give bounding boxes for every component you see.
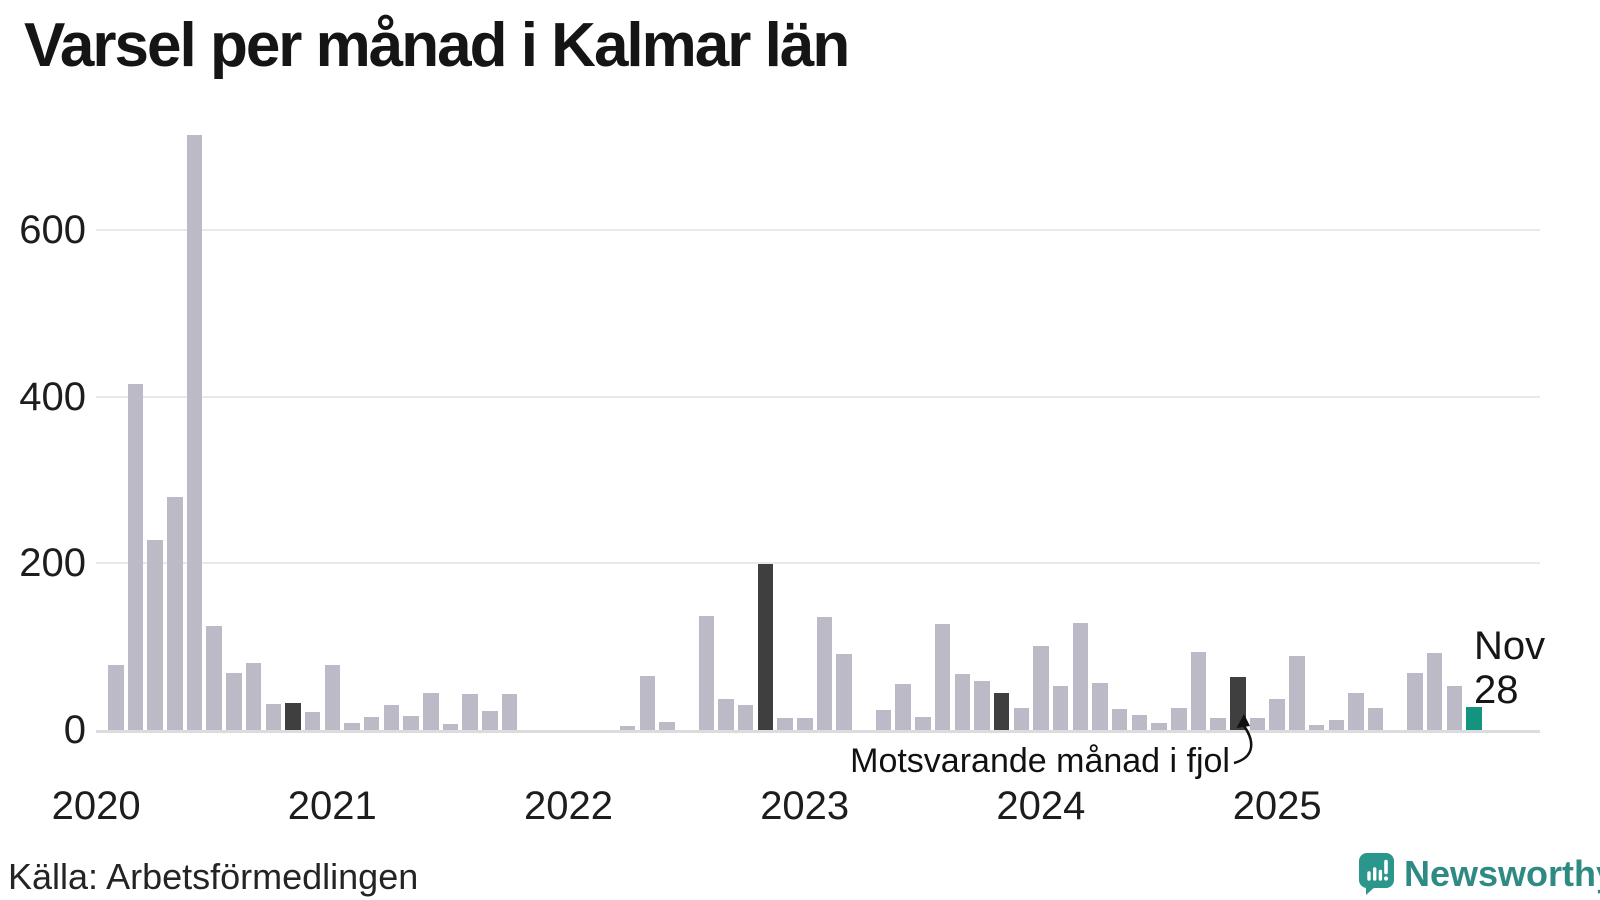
bar-2021-09 [482,710,498,730]
x-tick-label-2024: 2024 [996,784,1086,828]
bar-2024-07 [1151,722,1167,730]
bar-2023-12 [1013,708,1029,730]
bar-2024-10 [1210,717,1226,730]
highlight-value: 28 [1474,668,1519,712]
bar-2024-09 [1190,651,1207,730]
bar-2021-10 [501,694,518,730]
highlight-value-label: Nov 28 [1474,624,1545,712]
bar-2020-08 [226,672,242,730]
x-tick-label-2023: 2023 [760,784,850,828]
bar-2020-10 [265,704,281,730]
gridline-400 [96,395,1540,398]
bar-2021-04 [383,705,400,730]
bar-2020-06 [186,134,203,730]
bar-2023-08 [934,624,951,730]
bar-2025-10 [1446,685,1463,730]
source-caption: Källa: Arbetsförmedlingen [8,856,419,897]
newsworthy-logo: Newsworthy [1358,852,1600,896]
bar-2020-07 [206,625,222,730]
x-tick-label-2020: 2020 [51,784,141,828]
bar-2021-02 [344,723,360,730]
bar-2022-12 [777,717,793,730]
bar-2022-11 [757,563,774,731]
bar-2024-11 [1230,676,1246,730]
x-tick-label-2022: 2022 [524,784,613,828]
bar-2025-05 [1348,692,1364,730]
bar-2023-06 [895,684,911,730]
bar-2021-06 [423,693,439,730]
gridline-200 [96,562,1540,565]
bar-2021-03 [363,716,380,730]
bar-2023-03 [836,654,852,730]
bar-2021-08 [462,694,478,730]
bar-2022-04 [619,725,636,730]
bar-2022-09 [718,699,734,730]
gridline-0 [96,730,1540,733]
bar-2024-05 [1111,709,1128,730]
bar-2022-08 [698,615,714,730]
bar-2025-09 [1426,652,1443,730]
bar-2024-06 [1131,715,1148,730]
bar-2024-02 [1052,685,1069,730]
bar-2022-06 [659,721,675,730]
bar-2022-10 [737,705,754,730]
bar-2020-12 [304,711,321,730]
bar-2023-02 [816,616,833,730]
y-tick-label-0: 0 [63,708,86,752]
x-tick-label-2025: 2025 [1232,784,1322,828]
bar-2024-01 [1033,645,1049,730]
bar-2025-01 [1269,699,1285,730]
bar-2023-09 [954,674,970,730]
bar-2023-10 [974,680,990,730]
bar-2025-11 [1466,706,1482,730]
bar-2023-11 [993,692,1010,730]
bar-2024-12 [1249,717,1266,730]
bar-2021-07 [442,724,459,730]
bar-2020-03 [127,384,144,730]
bar-2024-08 [1171,708,1187,730]
bar-2020-04 [147,540,163,730]
bar-2024-03 [1072,623,1089,730]
bar-2023-07 [915,716,931,730]
newsworthy-speech-bubble-icon [1359,853,1394,895]
bar-2023-01 [797,717,813,730]
bar-2025-03 [1308,725,1325,730]
bar-2020-05 [167,496,183,730]
bar-2020-02 [108,665,124,730]
bar-2023-05 [875,710,892,730]
bar-2025-04 [1328,720,1344,730]
y-tick-label-200: 200 [19,541,86,586]
bar-2024-04 [1092,682,1108,730]
newsworthy-wordmark: Newsworthy [1404,853,1600,894]
bar-2025-02 [1289,655,1305,730]
bar-2020-09 [245,663,262,730]
bar-2022-05 [639,675,655,730]
bar-2025-08 [1407,672,1423,730]
bar-2021-01 [324,665,340,730]
annotation-previous-year: Motsvarande månad i fjol [850,742,1230,780]
gridline-600 [96,229,1540,232]
bar-2021-05 [403,715,419,730]
bar-2025-06 [1367,708,1384,730]
highlight-month: Nov [1474,624,1546,668]
y-tick-label-600: 600 [19,208,86,253]
x-tick-label-2021: 2021 [287,784,377,828]
y-tick-label-400: 400 [19,374,86,419]
bar-2020-11 [285,702,301,730]
page-title: Varsel per månad i Kalmar län [24,11,850,80]
